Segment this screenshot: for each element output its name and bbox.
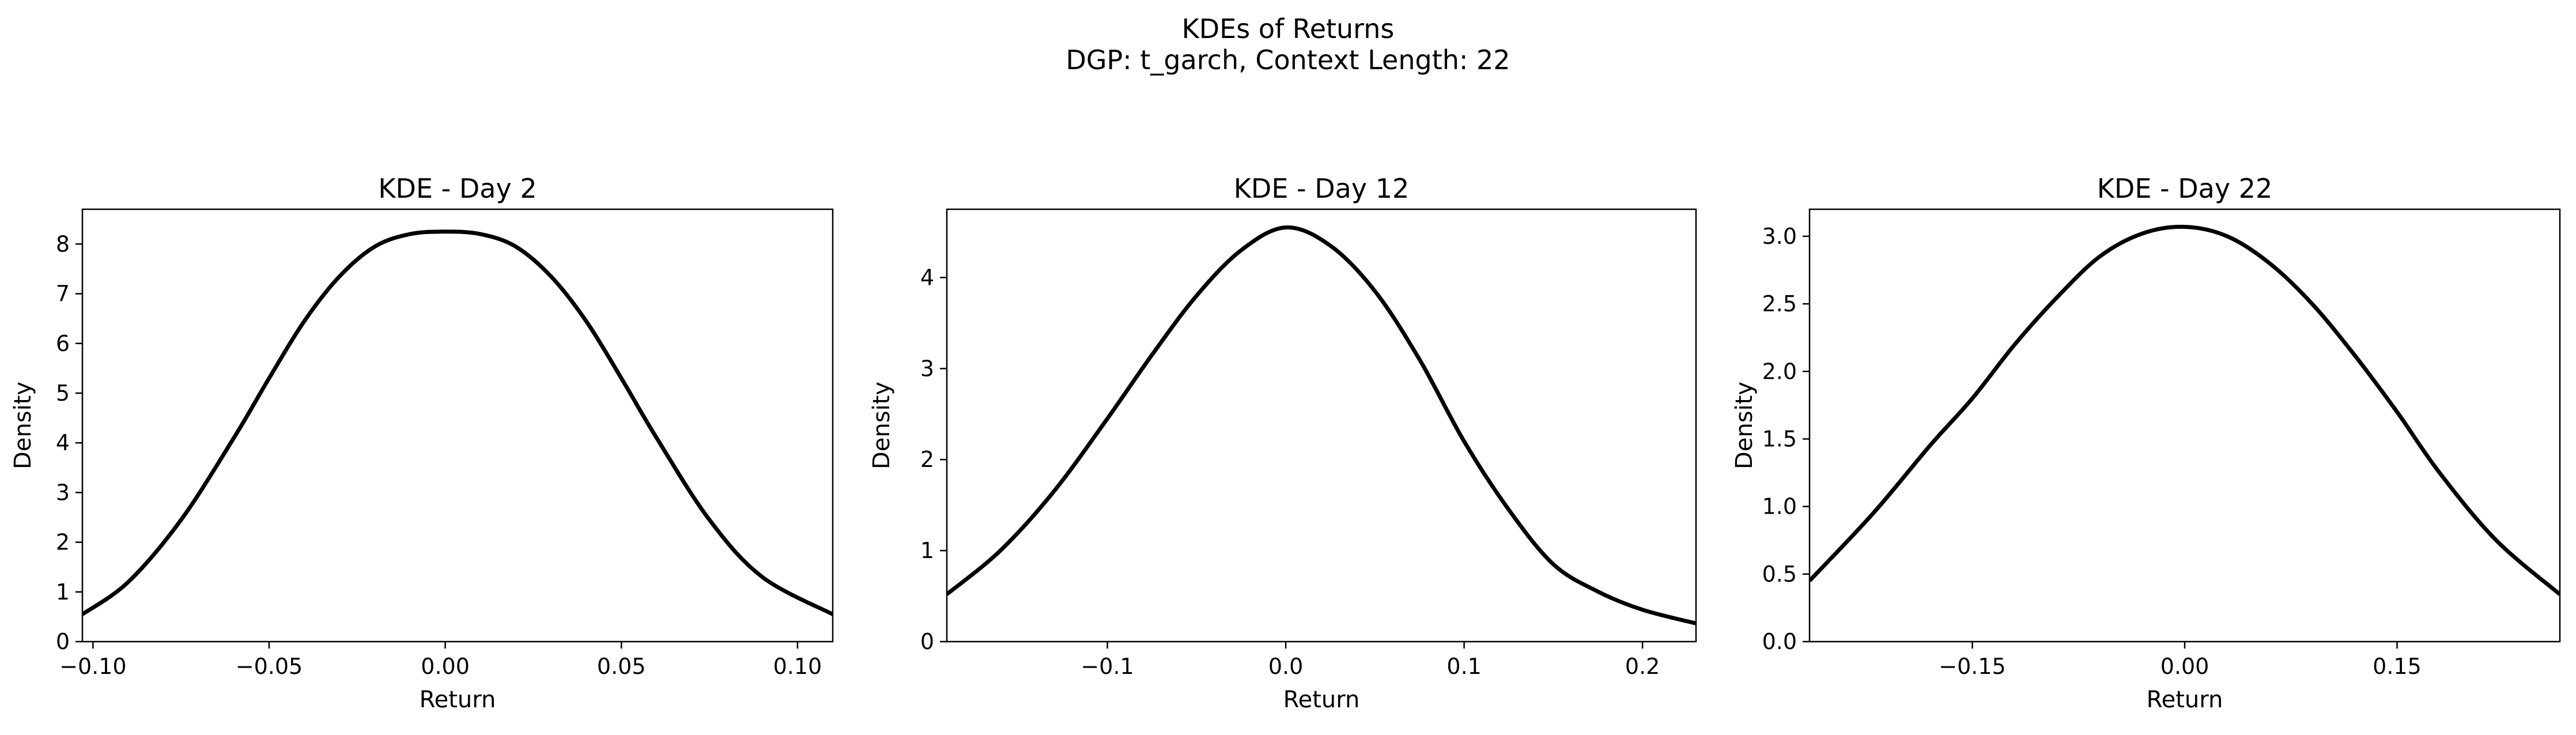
panel-3-axes-frame xyxy=(1808,208,2561,643)
panel-2-xtick-label: −0.1 xyxy=(1081,654,1134,679)
panel-2-xtick-label: 0.0 xyxy=(1268,654,1303,679)
panel-2-xtick-label: 0.1 xyxy=(1446,654,1481,679)
panel-1-ylabel: Density xyxy=(10,382,36,469)
panel-3: KDE - Day 22 −0.15 0.00 0.15 0.0 0.5 1.0 1.5 2.0… xyxy=(1731,173,2561,713)
panel-1-xtick-label: −0.10 xyxy=(59,654,126,679)
panel-3-title: KDE - Day 22 xyxy=(2097,173,2272,204)
panel-1-ytick-label: 3 xyxy=(56,480,70,505)
panel-1-ytick-label: 5 xyxy=(56,380,70,406)
panel-1-xlabel: Return xyxy=(420,687,496,713)
panel-1: KDE - Day 2 −0.10 −0.05 0.00 0.05 0.10 0 1 2 3 4 5 6… xyxy=(10,173,834,713)
panel-3-xtick-label: 0.00 xyxy=(2160,654,2209,679)
panel-3-kde-line xyxy=(1810,224,2560,596)
panel-1-kde-line xyxy=(82,229,833,616)
panel-1-xtick-label: 0.00 xyxy=(421,654,470,679)
panel-2-ytick-label: 1 xyxy=(920,538,934,563)
panel-1-ytick-label: 6 xyxy=(56,331,70,356)
panel-3-ytick-label: 0.5 xyxy=(1762,561,1797,587)
panel-1-xtick-label: −0.05 xyxy=(236,654,303,679)
panel-3-xtick-label: −0.15 xyxy=(1939,654,2005,679)
panel-3-ylabel: Density xyxy=(1731,382,1758,469)
figure-title-line1: KDEs of Returns xyxy=(1181,13,1395,44)
panel-1-ytick-label: 0 xyxy=(56,629,70,654)
panel-1-ytick-label: 4 xyxy=(56,430,70,455)
panel-1-xtick-label: 0.05 xyxy=(597,654,646,679)
panel-2-title: KDE - Day 12 xyxy=(1234,173,1409,204)
panel-1-ytick-label: 2 xyxy=(56,530,70,555)
panel-2: KDE - Day 12 −0.1 0.0 0.1 0.2 0 1 2 3 4 Return Dens… xyxy=(868,173,1697,713)
figure-title-line2: DGP: t_garch, Context Length: 22 xyxy=(1066,44,1510,76)
panel-2-kde-line xyxy=(947,225,1696,625)
panel-1-ytick-label: 8 xyxy=(56,231,70,257)
panel-1-axes-frame xyxy=(81,208,834,643)
panel-2-ytick-label: 4 xyxy=(920,265,934,290)
panel-3-ytick-label: 1.5 xyxy=(1762,426,1797,451)
panel-1-xtick-label: 0.10 xyxy=(773,654,822,679)
panel-3-ytick-label: 2.5 xyxy=(1762,291,1797,316)
panel-3-xlabel: Return xyxy=(2147,687,2223,713)
panel-3-ytick-label: 3.0 xyxy=(1762,224,1797,249)
panel-2-ytick-label: 2 xyxy=(920,447,934,472)
panel-2-ytick-label: 3 xyxy=(920,356,934,381)
panel-3-ytick-label: 2.0 xyxy=(1762,359,1797,384)
panel-2-axes-frame xyxy=(946,208,1697,643)
panel-2-xtick-label: 0.2 xyxy=(1625,654,1660,679)
panel-2-ytick-label: 0 xyxy=(920,629,934,654)
panel-2-xlabel: Return xyxy=(1283,687,1360,713)
panel-1-ytick-label: 1 xyxy=(56,579,70,605)
panel-3-xtick-label: 0.15 xyxy=(2373,654,2422,679)
panel-3-ytick-label: 1.0 xyxy=(1762,494,1797,519)
panel-2-ylabel: Density xyxy=(868,382,895,469)
panel-1-title: KDE - Day 2 xyxy=(378,173,537,204)
panel-1-ytick-label: 7 xyxy=(56,281,70,307)
panel-3-ytick-label: 0.0 xyxy=(1762,629,1797,654)
